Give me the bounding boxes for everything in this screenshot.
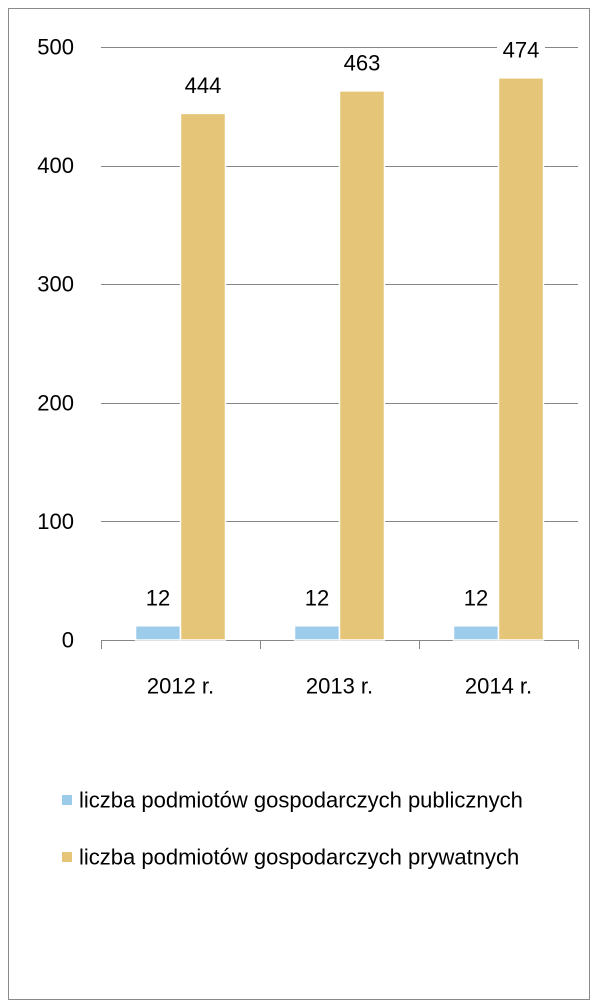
legend: liczba podmiotów gospodarczych publiczny… <box>62 788 523 870</box>
data-label-background <box>179 72 227 99</box>
data-label-background <box>299 584 335 611</box>
bars <box>134 77 545 641</box>
y-tick-label: 500 <box>37 35 74 60</box>
series-1-bar <box>134 625 182 641</box>
data-label-background <box>458 584 494 611</box>
x-tick-label: 2014 r. <box>465 674 532 699</box>
data-label: 474 <box>503 37 540 62</box>
data-labels: 12 444 12 463 12 474 <box>140 36 545 611</box>
y-tick-label: 0 <box>62 628 74 653</box>
y-tick-label: 100 <box>37 509 74 534</box>
series-2-bar <box>338 90 386 641</box>
data-label: 12 <box>464 585 488 610</box>
chart-frame <box>8 8 590 1000</box>
x-axis: 2012 r. 2013 r. 2014 r. <box>101 640 579 699</box>
data-label-background <box>140 584 176 611</box>
y-tick-label: 200 <box>37 390 74 415</box>
data-label: 444 <box>185 73 222 98</box>
legend-label-series-1: liczba podmiotów gospodarczych publiczny… <box>79 788 523 813</box>
series-2-bar <box>179 112 227 641</box>
x-tick-label: 2012 r. <box>147 674 214 699</box>
data-label: 463 <box>344 50 381 75</box>
series-1-bar <box>452 625 500 641</box>
data-label-background <box>338 49 386 76</box>
data-label: 12 <box>305 585 329 610</box>
y-tick-label: 400 <box>37 153 74 178</box>
x-tick-label: 2013 r. <box>306 674 373 699</box>
legend-marker-series-1 <box>62 795 72 805</box>
series-1-bar <box>293 625 341 641</box>
data-label: 12 <box>146 585 170 610</box>
series-2-bar <box>497 77 545 641</box>
legend-label-series-2: liczba podmiotów gospodarczych prywatnyc… <box>79 845 519 870</box>
data-label-background <box>497 36 545 63</box>
legend-marker-series-2 <box>62 852 72 862</box>
y-tick-label: 300 <box>37 272 74 297</box>
y-axis-tick-labels: 0 100 200 300 400 500 <box>37 35 74 653</box>
